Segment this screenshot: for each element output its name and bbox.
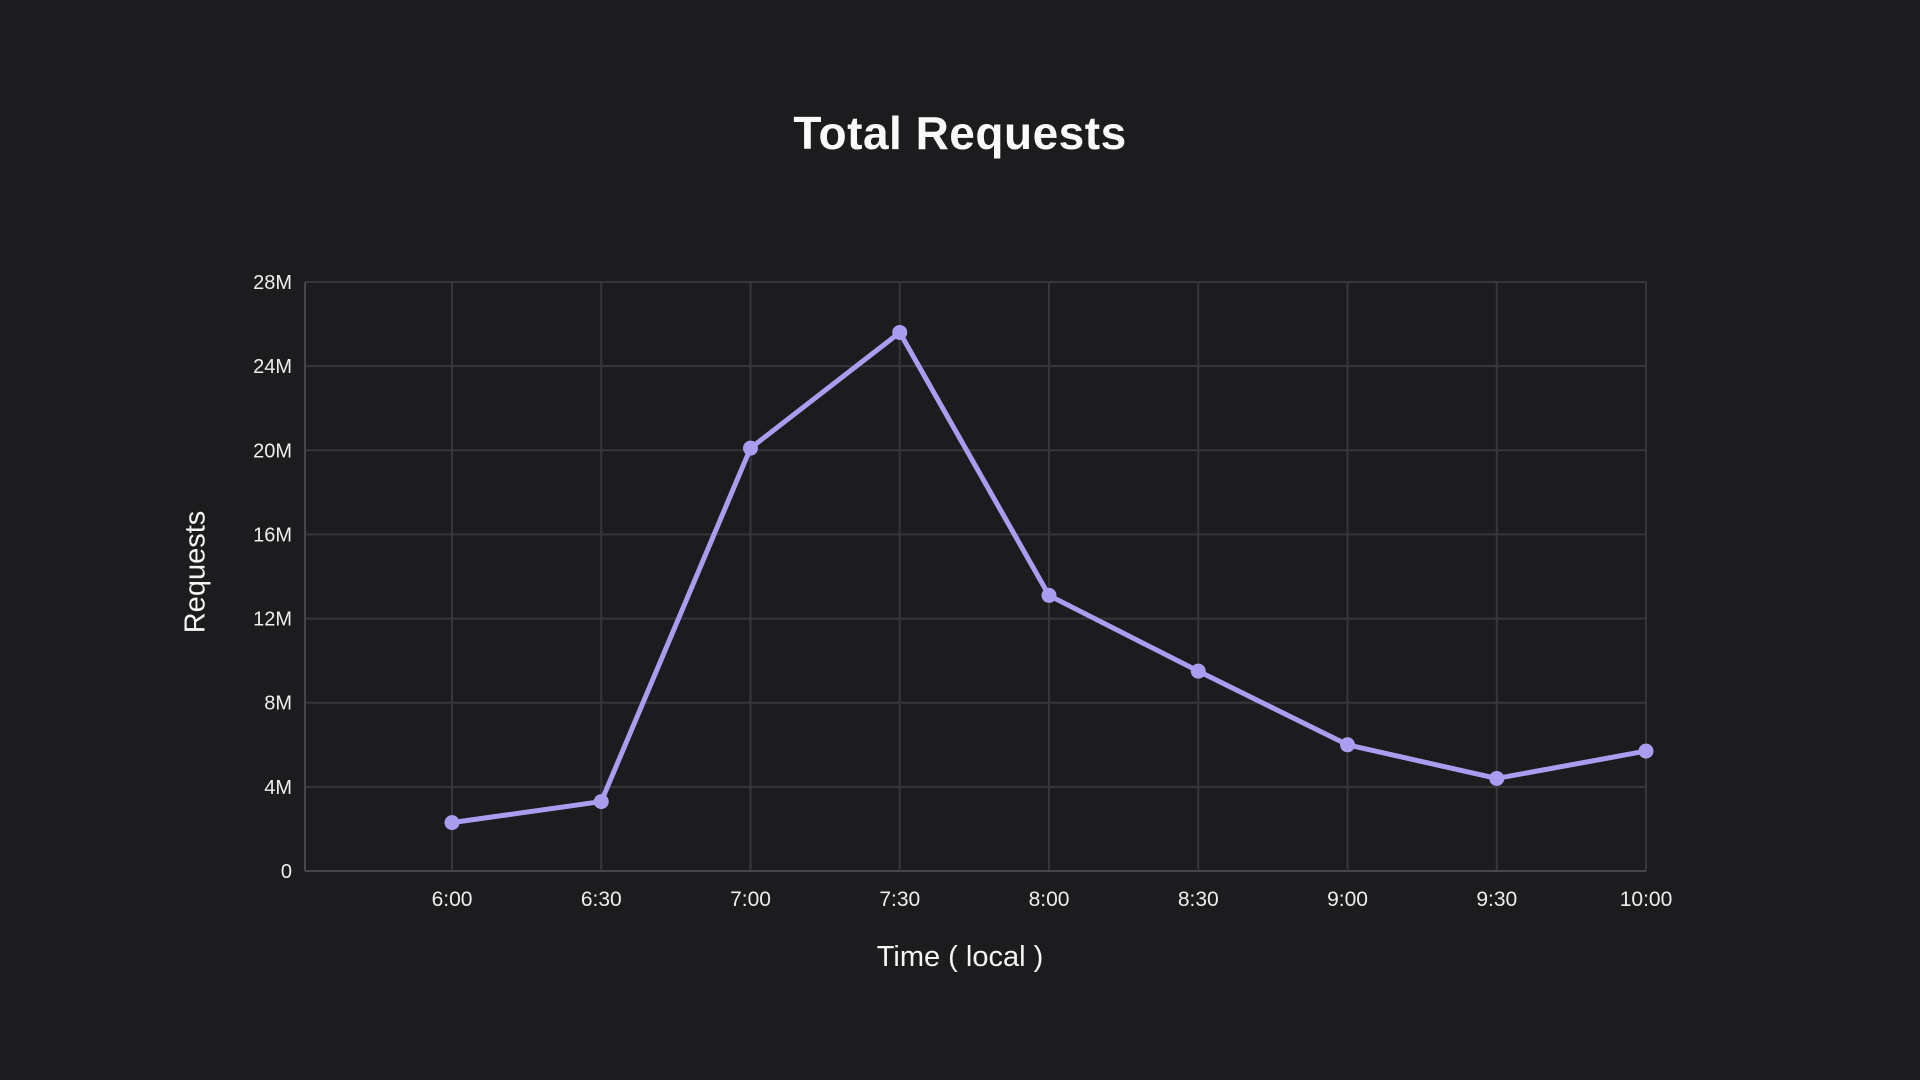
y-tick-label: 12M [253,609,292,631]
x-tick-label: 8:00 [1029,888,1070,911]
y-tick-label: 28M [253,272,292,294]
x-tick-label: 6:30 [581,888,622,911]
x-tick-label: 7:30 [879,888,920,911]
x-tick-label: 10:00 [1620,888,1673,911]
data-point-7:00 [743,440,758,456]
y-tick-label: 8M [264,693,292,715]
data-point-8:00 [1041,587,1057,603]
y-tick-label: 16M [253,524,292,546]
data-point-10:00 [1638,743,1654,759]
chart-title: Total Requests [793,107,1127,159]
data-point-9:30 [1489,770,1505,786]
x-tick-label: 8:30 [1178,888,1219,911]
y-tick-label: 20M [253,440,292,462]
x-tick-label: 9:30 [1476,888,1517,911]
x-tick-label: 9:00 [1327,888,1368,911]
data-point-6:00 [444,815,460,831]
data-point-8:30 [1190,663,1206,679]
y-tick-label: 0 [281,861,292,883]
x-axis-label: Time ( local ) [876,941,1044,973]
y-tick-label: 4M [264,777,292,799]
x-tick-label: 7:00 [730,888,771,911]
data-point-6:30 [593,794,609,810]
y-tick-label: 24M [253,356,292,378]
data-point-7:30 [892,324,908,340]
x-tick-label: 6:00 [432,888,473,911]
data-point-9:00 [1340,737,1355,753]
